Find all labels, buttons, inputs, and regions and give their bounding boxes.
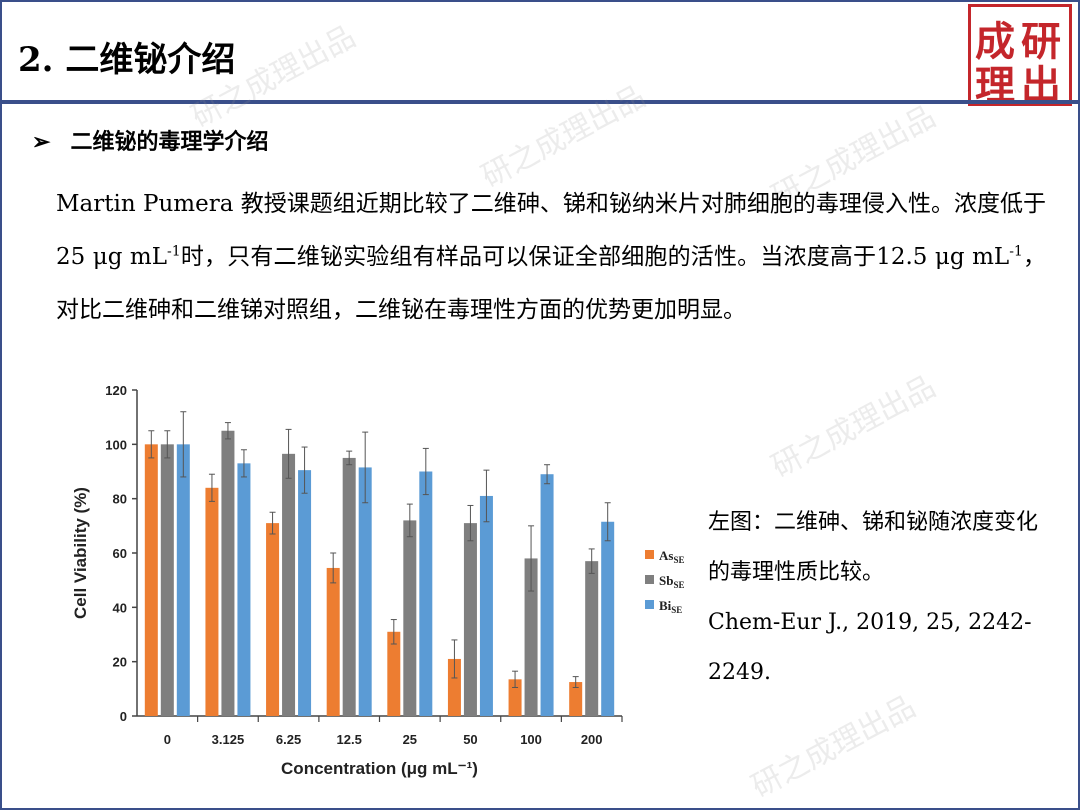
bar-sb	[585, 561, 599, 716]
x-tick-label: 12.5	[337, 732, 362, 747]
bar-sb	[221, 430, 235, 716]
bar-as	[266, 523, 280, 716]
x-tick-label: 6.25	[276, 732, 301, 747]
y-axis-title: Cell Viability (%)	[71, 487, 90, 619]
bar-as	[326, 567, 340, 716]
bar-sb	[403, 520, 417, 716]
y-tick-label: 120	[105, 383, 127, 398]
y-tick-label: 20	[113, 655, 127, 670]
legend-swatch-bi	[645, 600, 654, 609]
x-tick-label: 50	[463, 732, 477, 747]
bar-bi	[419, 471, 433, 716]
y-tick-label: 0	[120, 709, 127, 724]
bar-sb	[342, 457, 356, 716]
body-paragraph: Martin Pumera 教授课题组近期比较了二维砷、锑和铋纳米片对肺细胞的毒…	[56, 178, 1046, 337]
section-bullet: ➢ 二维铋的毒理学介绍	[32, 124, 268, 156]
para-text-2: 时，只有二维铋实验组有样品可以保证全部细胞的活性。当浓度高于12.5 μg mL	[180, 244, 1010, 270]
bar-as	[569, 682, 583, 716]
bar-bi	[298, 470, 312, 716]
bar-bi	[601, 521, 615, 716]
title-divider	[2, 100, 1078, 104]
bar-sb	[160, 444, 174, 716]
y-tick-label: 80	[113, 492, 127, 507]
bar-as	[387, 631, 401, 716]
bar-as	[447, 658, 461, 716]
watermark: 研之成理出品	[745, 689, 922, 805]
legend-label-sb: SbSE	[659, 573, 684, 590]
legend-label-bi: BiSE	[659, 598, 682, 615]
slide-header: 2. 二维铋介绍 成 研 理 出	[2, 2, 1078, 109]
bar-as	[144, 444, 158, 716]
x-axis-title: Concentration (μg mL⁻¹)	[281, 759, 478, 778]
watermark: 研之成理出品	[765, 369, 942, 485]
legend-label-as: AsSE	[659, 548, 684, 565]
bar-sb	[524, 558, 538, 716]
x-tick-label: 25	[403, 732, 417, 747]
arrow-bullet-icon: ➢	[32, 129, 51, 155]
caption-text: 左图：二维砷、锑和铋随浓度变化的毒理性质比较。	[708, 510, 1039, 585]
bar-as	[508, 679, 522, 716]
bar-as	[205, 487, 219, 716]
bar-sb	[282, 453, 296, 716]
para-sup-1: -1	[167, 243, 181, 260]
bar-bi	[479, 495, 493, 716]
para-sup-2: -1	[1009, 243, 1023, 260]
section-heading: 二维铋的毒理学介绍	[70, 129, 269, 155]
y-tick-label: 60	[113, 546, 127, 561]
x-tick-label: 200	[581, 732, 603, 747]
x-tick-label: 0	[164, 732, 171, 747]
bar-bi	[176, 444, 190, 716]
bar-bi	[540, 474, 554, 716]
bar-sb	[463, 523, 477, 716]
seal-logo: 成 研 理 出	[968, 4, 1072, 109]
x-tick-label: 3.125	[212, 732, 245, 747]
bar-bi	[237, 463, 251, 716]
seal-char-1: 成	[975, 18, 1015, 65]
y-tick-label: 40	[113, 600, 127, 615]
legend-swatch-as	[645, 550, 654, 559]
x-tick-label: 100	[520, 732, 542, 747]
seal-char-2: 研	[1021, 18, 1061, 65]
figure-caption: 左图：二维砷、锑和铋随浓度变化的毒理性质比较。 Chem-Eur J., 201…	[708, 498, 1038, 698]
bar-bi	[358, 467, 372, 716]
page-title: 2. 二维铋介绍	[18, 40, 236, 80]
cell-viability-chart: 0 20 40 60 80 100 120 Cell Viability (%) Concent…	[71, 383, 684, 778]
para-text-3: ，对比二维砷和二维锑对照组，二维铋在毒理性方面的优势更加明显。	[56, 244, 1047, 323]
para-text-1: Martin Pumera 教授课题组近期比较了二维砷、锑和铋纳米片对肺细胞的毒…	[56, 191, 1046, 270]
caption-reference: Chem-Eur J., 2019, 25, 2242-2249.	[708, 610, 1032, 685]
legend-swatch-sb	[645, 575, 654, 584]
y-tick-label: 100	[105, 437, 127, 452]
